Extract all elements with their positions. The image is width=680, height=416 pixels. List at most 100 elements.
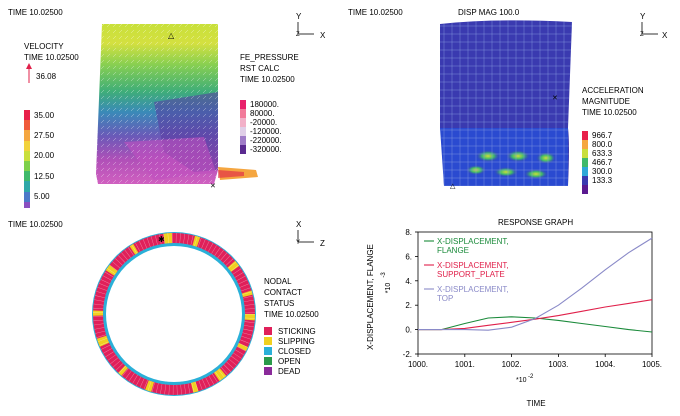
pressure-legend: 180000. 80000. -20000. -120000. -220000. -320… [240,100,282,154]
acceleration-legend-label: 133.3 [592,176,613,185]
contact-legend-row: OPEN [264,356,316,366]
accel-time: TIME 10.02500 [582,108,637,117]
fe-pressure-sub: RST CALC [240,64,280,73]
acceleration-legend-swatch [582,185,588,194]
y-tick-label: -2. [403,350,412,359]
x-tick-label: 1001. [455,360,475,369]
contact-legend-label: STICKING [278,326,316,336]
contact-legend-label: OPEN [278,356,301,366]
pressure-legend-label: -120000. [250,127,282,136]
displacement-panel[interactable]: TIME 10.02500 DISP MAG 100.0 ✕ △ ACCELER… [340,0,680,208]
contact-legend-row: STICKING [264,326,316,336]
axis-triad-icon: Z [296,22,314,38]
contact-legend-row: SLIPPING [264,336,316,346]
panel-time: TIME 10.02500 [8,8,63,17]
contact-time: TIME 10.02500 [264,310,319,319]
axis-triad-icon: Y [296,230,314,246]
response-graph-panel[interactable]: RESPONSE GRAPH 8. 6. 4. 2. 0. -2. 1000. 1001. 10… [340,208,680,416]
acceleration-legend-row: 633.3 [582,149,612,158]
pressure-legend-row: 180000. [240,100,282,109]
velocity-legend-row [24,181,54,192]
legend-label: FLANGE [437,246,469,255]
response-chart: 8. 6. 4. 2. 0. -2.1000. 1001. 1002. 1003. 1004. 10… [366,228,662,408]
svg-text:✕: ✕ [210,183,216,190]
velocity-legend-swatch [24,191,30,202]
disp-title: DISP MAG 100.0 [458,8,520,17]
velocity-legend-row: 35.00 [24,110,55,121]
pressure-legend-swatch [240,136,246,145]
y-axis-label: X-DISPLACEMENT, FLANGE [366,244,375,350]
acceleration-legend-swatch [582,176,588,185]
y-tick-label: 6. [405,252,412,261]
pressure-legend-label: -320000. [250,145,282,154]
contact-legend-swatch [264,367,272,375]
svg-text:△: △ [168,31,175,40]
series-line-1 [418,299,653,331]
pressure-legend-row: -320000. [240,145,282,154]
velocity-panel[interactable]: TIME 10.02500 VELOCITY TIME 10.02500 36.… [0,0,340,208]
contact-title-1: NODAL [264,277,292,286]
acceleration-legend-label: 633.3 [592,149,613,158]
contact-panel[interactable]: TIME 10.02500 ✱ NODAL CONTACT STATUS TIM… [0,208,340,416]
y-exponent-power: -3 [381,272,387,278]
velocity-title: VELOCITY [24,42,64,51]
contact-legend-swatch [264,347,272,355]
accel-sub: MAGNITUDE [582,97,630,106]
y-exponent: *10 [385,283,392,294]
pressure-legend-label: -220000. [250,136,282,145]
svg-text:✱: ✱ [158,235,165,244]
acceleration-legend-label: 966.7 [592,131,613,140]
velocity-legend: 35.00 27.50 20.00 12.50 5.00 [24,110,54,208]
contact-legend-label: SLIPPING [278,336,315,346]
acceleration-legend-row: 300.0 [582,167,612,176]
pressure-legend-swatch [240,118,246,127]
y-tick-label: 8. [405,228,412,237]
velocity-legend-swatch [24,160,30,172]
pressure-legend-label: 80000. [250,109,275,118]
fe-pressure-time: TIME 10.02500 [240,75,295,84]
velocity-legend-row: 27.50 [24,130,54,141]
legend-label: TOP [437,294,453,303]
velocity-time: TIME 10.02500 [24,53,79,62]
contact-legend-label: DEAD [278,366,301,376]
velocity-legend-swatch [24,171,30,182]
velocity-legend-swatch [24,150,30,161]
velocity-legend-swatch [24,181,30,192]
velocity-legend-row: 5.00 [24,191,54,202]
acceleration-legend-swatch [582,140,588,149]
velocity-legend-label: 5.00 [34,192,50,202]
acceleration-legend-row: 800.0 [582,140,612,149]
contact-legend: STICKING SLIPPING CLOSED OPEN DEAD [264,326,316,376]
pressure-legend-row: -20000. [240,118,282,127]
contact-ring-plot: ✱ [92,232,256,396]
pressure-legend-row: -220000. [240,136,282,145]
acceleration-legend-swatch [582,158,588,167]
velocity-legend-label: 35.00 [34,110,55,120]
series-line-2 [418,237,653,331]
axis-y-label: Y [296,12,302,21]
velocity-legend-row [24,160,54,172]
pressure-legend-row: 80000. [240,109,282,118]
x-axis-label: TIME [526,399,545,408]
pressure-legend-swatch [240,109,246,118]
contact-legend-row: CLOSED [264,346,316,356]
velocity-legend-swatch [24,110,30,121]
legend-label: X-DISPLACEMENT, [437,237,509,246]
svg-text:Z: Z [640,32,644,38]
contact-legend-swatch [264,337,272,345]
legend-label: X-DISPLACEMENT, [437,261,509,270]
acceleration-legend-swatch [582,149,588,158]
contact-legend-swatch [264,327,272,335]
velocity-legend-row [24,201,54,208]
velocity-legend-label: 12.50 [34,171,55,181]
pressure-legend-row: -120000. [240,127,282,136]
velocity-arrow-icon [26,63,32,83]
axis-x-label: X [662,31,668,40]
velocity-legend-row [24,120,54,131]
x-tick-label: 1003. [548,360,568,369]
axis-y-label: Y [640,12,646,21]
contact-legend-row: DEAD [264,366,316,376]
velocity-contour-plot: △ ✕ [96,24,258,190]
contact-title-3: STATUS [264,299,295,308]
plot-frame [417,231,653,355]
